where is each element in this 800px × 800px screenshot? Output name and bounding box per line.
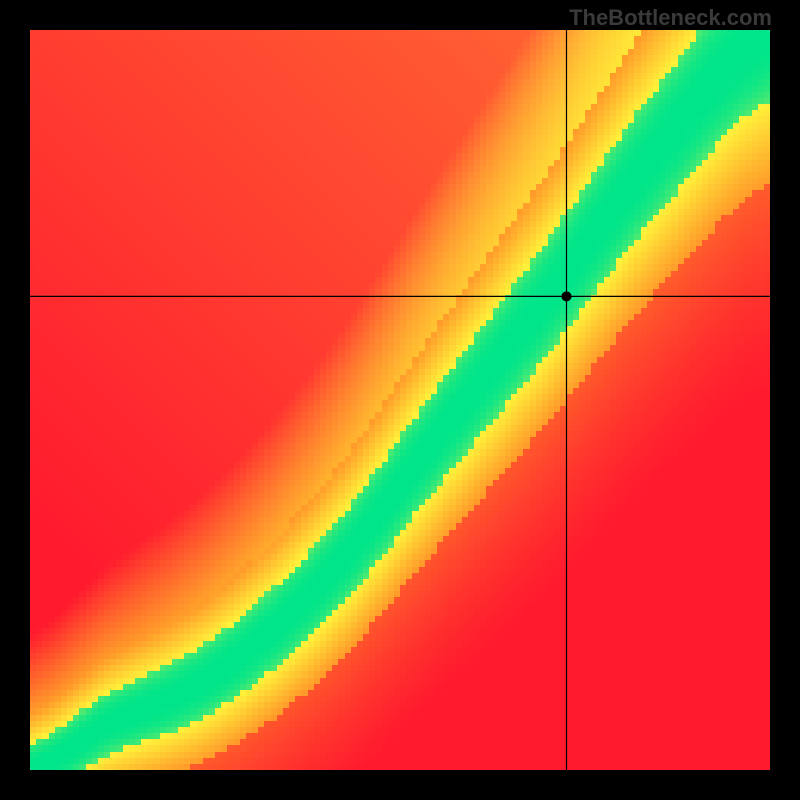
bottleneck-heatmap xyxy=(30,30,770,770)
watermark-text: TheBottleneck.com xyxy=(569,5,772,31)
